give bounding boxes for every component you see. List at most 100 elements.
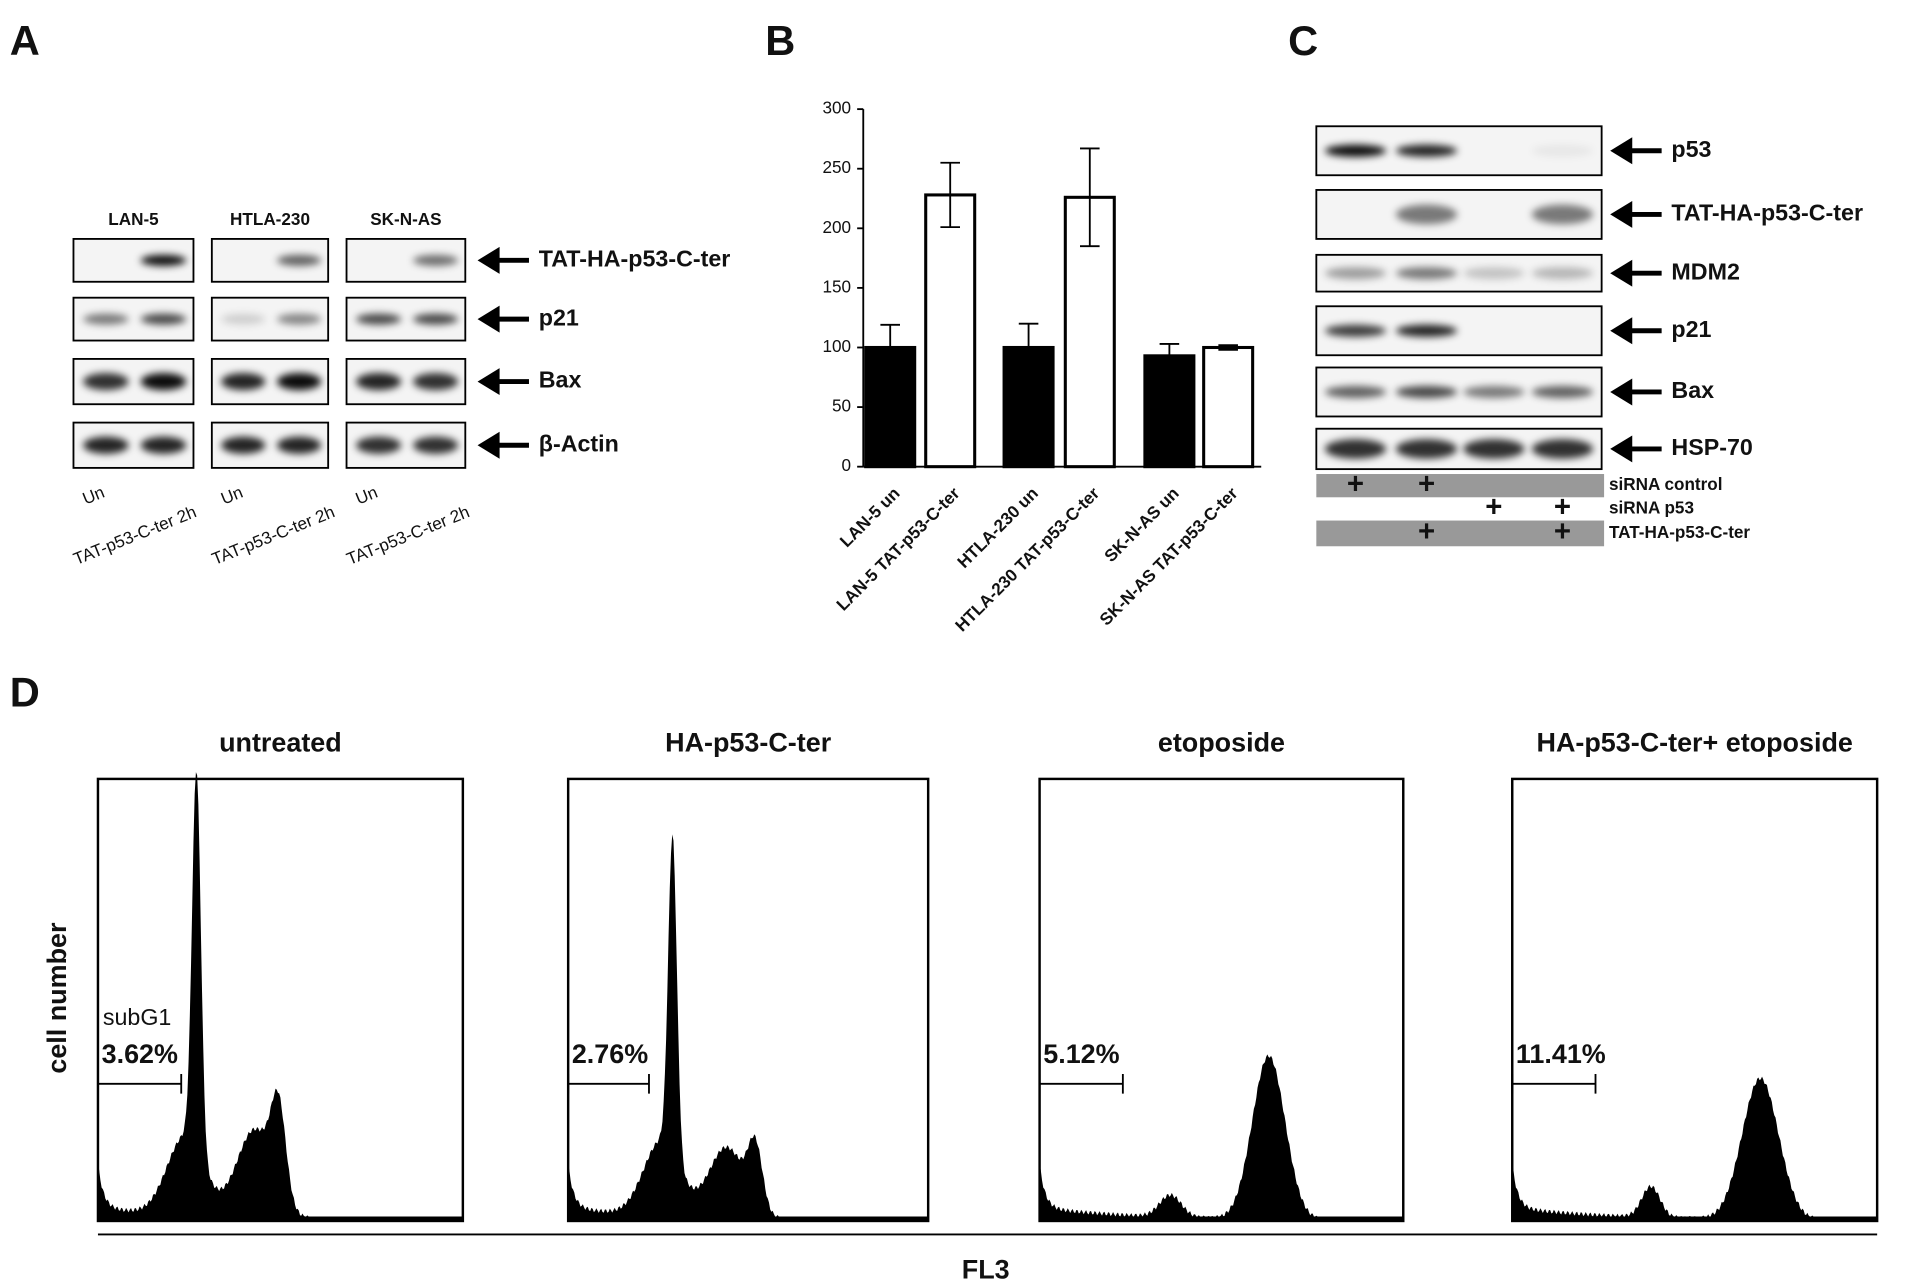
treatment-sign: + — [1418, 515, 1435, 548]
cell-line-label: SK-N-AS — [370, 209, 441, 229]
bar — [1143, 354, 1196, 469]
blot-band — [1395, 385, 1458, 399]
treatment-bar — [1316, 520, 1605, 547]
subg1-label: subG1 — [103, 1004, 172, 1030]
y-tick-label: 100 — [822, 336, 851, 356]
blot-band — [413, 313, 459, 325]
protein-label: TAT-HA-p53-C-ter — [539, 245, 731, 271]
arrow-head — [1610, 259, 1633, 287]
protein-label: p53 — [1671, 136, 1711, 162]
blot-band — [413, 373, 459, 391]
arrow-head — [477, 431, 500, 459]
protein-label: Bax — [539, 367, 582, 393]
blot-band — [356, 313, 402, 325]
arrow-head — [1610, 435, 1633, 463]
blot-band — [276, 254, 322, 266]
protein-label: HSP-70 — [1671, 434, 1752, 460]
x-axis-label: FL3 — [962, 1254, 1010, 1284]
error-bar — [1018, 322, 1039, 373]
blot-band — [413, 254, 459, 266]
subg1-percentage: 11.41% — [1516, 1039, 1606, 1069]
error-bar — [1218, 344, 1238, 351]
error-bar — [940, 161, 960, 229]
bar — [1202, 345, 1255, 469]
blot-band — [1395, 439, 1458, 459]
blot-band — [276, 373, 322, 391]
treatment-label: siRNA p53 — [1609, 497, 1694, 517]
blot-band — [356, 373, 402, 391]
subg1-gate — [567, 1074, 650, 1094]
lane-label: Un — [218, 482, 246, 509]
blot-band — [1463, 385, 1525, 399]
blot-band — [140, 254, 187, 266]
blot-band — [1395, 144, 1458, 157]
blot-band — [1324, 324, 1387, 337]
y-tick-label: 200 — [822, 217, 851, 237]
blot-band — [1531, 439, 1594, 459]
arrow-head — [1610, 200, 1633, 228]
blot-band — [1324, 385, 1387, 399]
arrow-head — [477, 305, 500, 333]
subg1-gate — [1511, 1074, 1597, 1094]
blot-band — [221, 436, 266, 454]
blot-band — [1324, 439, 1387, 459]
blot-band — [83, 313, 129, 325]
blot-band — [413, 436, 459, 454]
blot-band — [1531, 267, 1594, 280]
blot-band — [356, 436, 402, 454]
cell-line-label: HTLA-230 — [230, 209, 310, 229]
blot-band — [1531, 385, 1594, 399]
panel-label: D — [10, 669, 40, 716]
treatment-sign: + — [1554, 515, 1571, 548]
blot-band — [276, 436, 322, 454]
blot-band — [1531, 144, 1594, 157]
protein-label: p21 — [1671, 316, 1711, 342]
blot-band — [83, 373, 129, 391]
arrow-head — [477, 368, 500, 396]
blot-band — [1463, 439, 1525, 459]
protein-label: p21 — [539, 304, 579, 330]
histogram-title: HA-p53-C-ter — [665, 728, 832, 758]
arrow-head — [1610, 378, 1633, 406]
cell-line-label: LAN-5 — [108, 209, 159, 229]
treatment-sign: + — [1347, 467, 1364, 500]
protein-label: β-Actin — [539, 430, 619, 456]
protein-label: TAT-HA-p53-C-ter — [1671, 200, 1863, 226]
blot-band — [1395, 267, 1458, 280]
error-bar — [1159, 342, 1180, 369]
blot-band — [221, 373, 266, 391]
error-bar — [880, 323, 900, 372]
blot-band — [276, 313, 322, 325]
blot-band — [83, 436, 129, 454]
panel-label: A — [10, 17, 40, 64]
y-tick-label: 0 — [841, 455, 851, 475]
histogram-box — [1038, 777, 1405, 1223]
y-tick-label: 50 — [832, 396, 851, 416]
treatment-sign: + — [1554, 491, 1571, 524]
blot-band — [140, 373, 187, 391]
arrow-head — [477, 246, 500, 274]
lane-label: TAT-p53-C-ter 2h — [343, 501, 472, 569]
subg1-percentage: 2.76% — [572, 1039, 648, 1069]
blot-band — [1395, 324, 1458, 337]
arrow-head — [1610, 317, 1633, 345]
histogram-title: etoposide — [1158, 728, 1285, 758]
y-axis-label: cell number — [42, 922, 72, 1074]
blot-band — [140, 313, 187, 325]
lane-label: Un — [353, 482, 381, 509]
histogram-box — [566, 777, 930, 1223]
blot-band — [221, 313, 266, 325]
y-tick-label: 300 — [822, 98, 851, 118]
y-tick-label: 250 — [822, 157, 851, 177]
error-bar — [1080, 147, 1100, 248]
subg1-percentage: 5.12% — [1043, 1039, 1119, 1069]
subg1-percentage: 3.62% — [102, 1039, 178, 1069]
histogram — [97, 772, 463, 1221]
treatment-label: TAT-HA-p53-C-ter — [1609, 522, 1750, 542]
histogram-box — [1511, 777, 1879, 1223]
lane-label: TAT-p53-C-ter 2h — [70, 501, 199, 569]
treatment-sign: + — [1485, 491, 1502, 524]
treatment-label: siRNA control — [1609, 474, 1723, 494]
